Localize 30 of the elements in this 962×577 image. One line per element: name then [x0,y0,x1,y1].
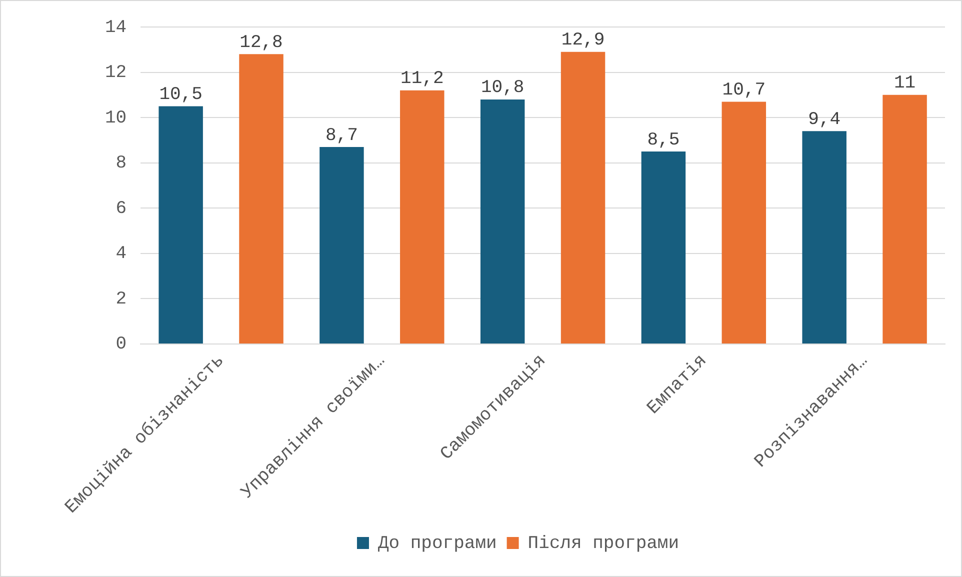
bar [320,146,364,344]
bar [560,52,606,344]
data-label: 8,7 [326,126,358,146]
bar [722,102,766,344]
bar [641,152,686,344]
data-label: 10,5 [159,85,202,106]
legend-label: До програми [378,534,497,554]
y-tick-label: 0 [116,334,127,355]
legend-label: Після програми [528,534,680,554]
data-label: 11 [894,74,916,94]
data-label: 12,8 [240,32,283,53]
data-label: 10,7 [722,80,766,100]
y-tick-label: 6 [116,198,127,219]
bar [400,90,444,344]
y-tick-label: 12 [104,63,127,84]
data-label: 9,4 [808,110,841,130]
bar [239,54,284,344]
bar [802,131,846,344]
y-tick-label: 8 [116,154,127,174]
bar [158,106,203,344]
y-tick-label: 14 [104,18,127,38]
bar [882,94,927,344]
y-tick-label: 10 [104,108,127,128]
bar [480,99,525,344]
y-tick-label: 2 [116,289,127,310]
data-label: 8,5 [647,130,680,150]
data-label: 12,9 [561,30,605,51]
data-label: 11,2 [400,69,444,90]
y-tick-label: 4 [116,244,127,264]
data-label: 10,8 [480,78,524,98]
